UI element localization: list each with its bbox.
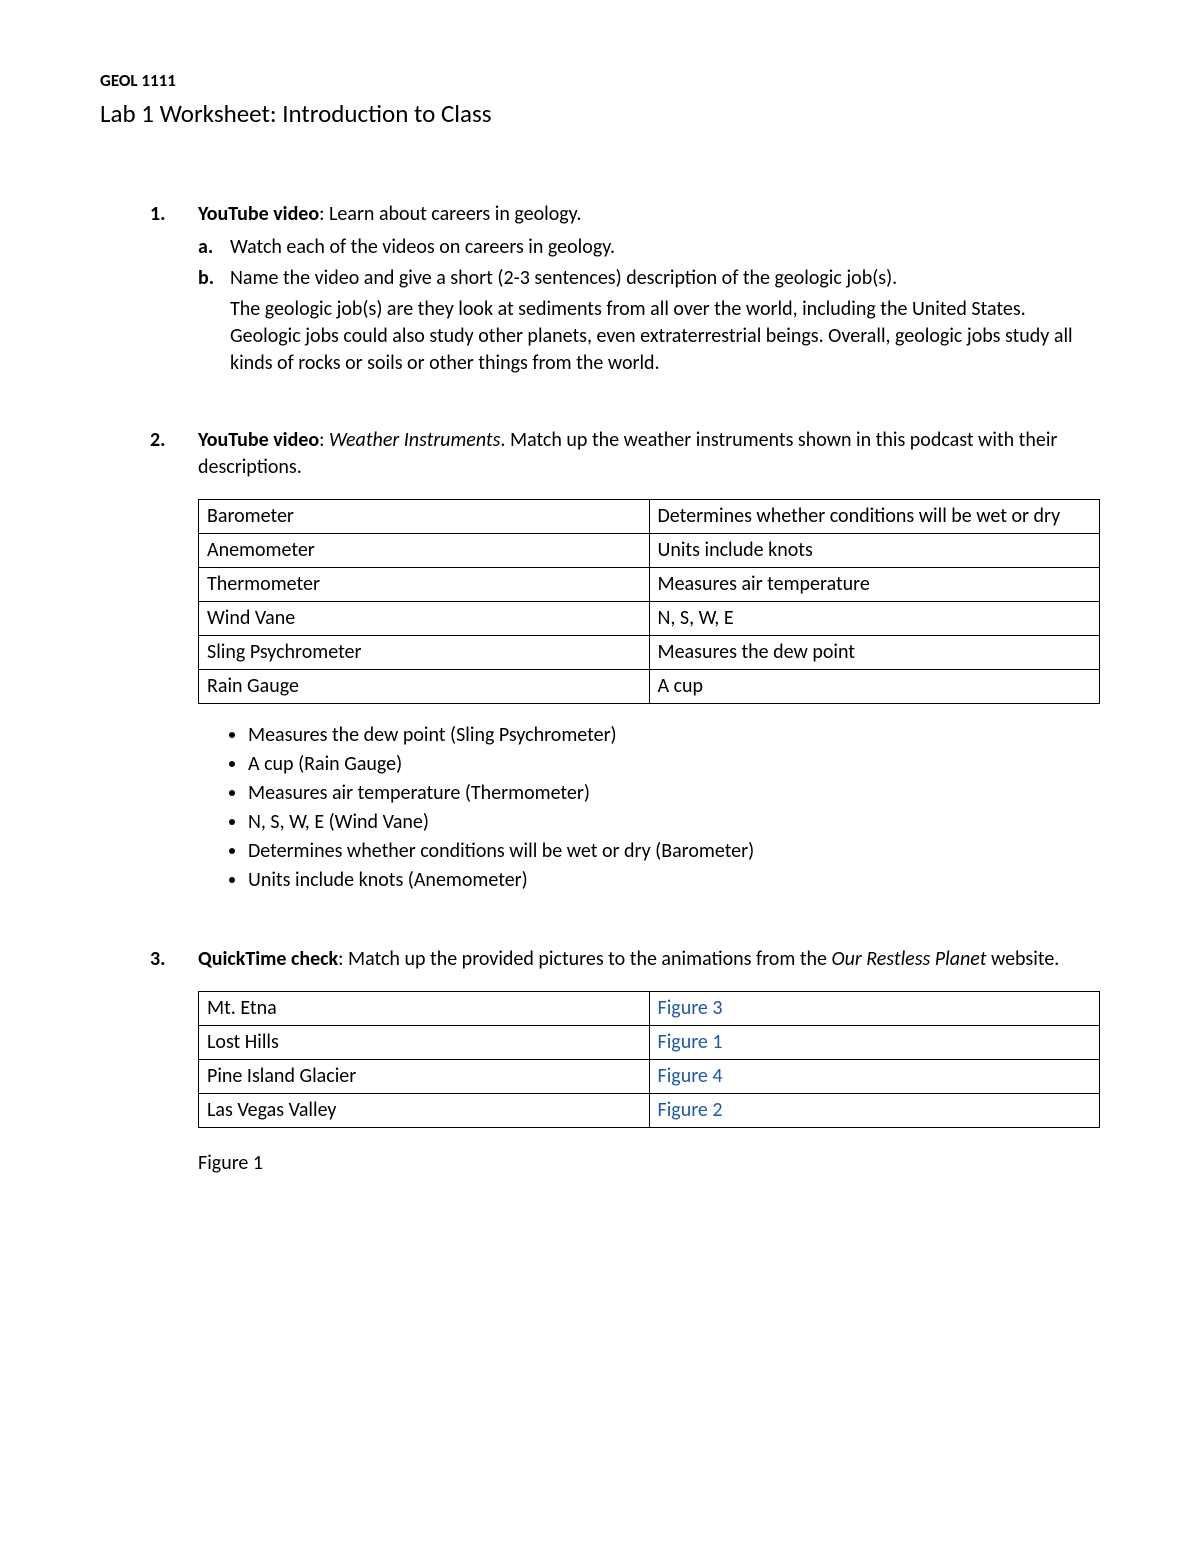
question-3-lead: QuickTime check: Match up the provided p… xyxy=(198,946,1100,973)
question-2-lead-colon: : xyxy=(319,428,329,452)
question-3-lead-bold: QuickTime check xyxy=(198,947,338,971)
question-1-sub-b: b. Name the video and give a short (2-3 … xyxy=(198,265,1100,292)
lab-title: Lab 1 Worksheet: Introduction to Class xyxy=(100,97,1100,131)
question-1: 1. YouTube video: Learn about careers in… xyxy=(150,201,1100,377)
table-cell-location: Las Vegas Valley xyxy=(199,1093,650,1127)
question-1-number: 1. xyxy=(150,201,198,377)
list-item: Measures air temperature (Thermometer) xyxy=(248,780,1100,807)
table-cell-description: Units include knots xyxy=(649,533,1100,567)
table-cell-instrument: Sling Psychrometer xyxy=(199,635,650,669)
question-3: 3. QuickTime check: Match up the provide… xyxy=(150,946,1100,1177)
question-1-sub-b-letter: b. xyxy=(198,265,230,292)
list-item: Determines whether conditions will be we… xyxy=(248,838,1100,865)
question-1-lead: YouTube video: Learn about careers in ge… xyxy=(198,201,1100,228)
quicktime-table: Mt. Etna Figure 3 Lost Hills Figure 1 Pi… xyxy=(198,991,1100,1128)
question-2: 2. YouTube video: Weather Instruments. M… xyxy=(150,427,1100,896)
table-cell-location: Mt. Etna xyxy=(199,991,650,1025)
course-code: GEOL 1111 xyxy=(100,70,1100,93)
table-cell-figure-link[interactable]: Figure 3 xyxy=(649,991,1100,1025)
table-cell-location: Pine Island Glacier xyxy=(199,1059,650,1093)
question-3-number: 3. xyxy=(150,946,198,1177)
table-cell-figure-link[interactable]: Figure 4 xyxy=(649,1059,1100,1093)
table-row: Anemometer Units include knots xyxy=(199,533,1100,567)
table-cell-figure-link[interactable]: Figure 1 xyxy=(649,1025,1100,1059)
list-item: Measures the dew point (Sling Psychromet… xyxy=(248,722,1100,749)
question-2-lead-italic: Weather Instruments xyxy=(329,428,500,452)
question-3-lead-mid: : Match up the provided pictures to the … xyxy=(338,947,831,971)
question-1-sub-b-text: Name the video and give a short (2-3 sen… xyxy=(230,265,1100,292)
table-cell-instrument: Anemometer xyxy=(199,533,650,567)
table-row: Barometer Determines whether conditions … xyxy=(199,499,1100,533)
figure-1-label: Figure 1 xyxy=(198,1150,1100,1177)
question-2-number: 2. xyxy=(150,427,198,896)
table-cell-instrument: Barometer xyxy=(199,499,650,533)
list-item: A cup (Rain Gauge) xyxy=(248,751,1100,778)
question-1-lead-rest: : Learn about careers in geology. xyxy=(319,202,581,226)
table-cell-description: N, S, W, E xyxy=(649,601,1100,635)
table-row: Rain Gauge A cup xyxy=(199,669,1100,703)
table-cell-instrument: Wind Vane xyxy=(199,601,650,635)
table-cell-instrument: Thermometer xyxy=(199,567,650,601)
list-item: N, S, W, E (Wind Vane) xyxy=(248,809,1100,836)
table-cell-figure-link[interactable]: Figure 2 xyxy=(649,1093,1100,1127)
question-3-lead-italic: Our Restless Planet xyxy=(832,947,987,971)
question-1-answer: The geologic job(s) are they look at sed… xyxy=(230,296,1100,377)
table-row: Thermometer Measures air temperature xyxy=(199,567,1100,601)
list-item: Units include knots (Anemometer) xyxy=(248,867,1100,894)
table-cell-description: Measures air temperature xyxy=(649,567,1100,601)
table-row: Pine Island Glacier Figure 4 xyxy=(199,1059,1100,1093)
table-row: Las Vegas Valley Figure 2 xyxy=(199,1093,1100,1127)
table-row: Mt. Etna Figure 3 xyxy=(199,991,1100,1025)
table-cell-location: Lost Hills xyxy=(199,1025,650,1059)
table-row: Lost Hills Figure 1 xyxy=(199,1025,1100,1059)
question-1-sub-a: a. Watch each of the videos on careers i… xyxy=(198,234,1100,261)
table-cell-description: Determines whether conditions will be we… xyxy=(649,499,1100,533)
question-2-lead: YouTube video: Weather Instruments. Matc… xyxy=(198,427,1100,481)
question-2-bullets: Measures the dew point (Sling Psychromet… xyxy=(198,722,1100,894)
question-3-lead-end: website. xyxy=(986,947,1059,971)
table-row: Wind Vane N, S, W, E xyxy=(199,601,1100,635)
question-1-lead-bold: YouTube video xyxy=(198,202,319,226)
question-2-lead-bold: YouTube video xyxy=(198,428,319,452)
table-cell-description: A cup xyxy=(649,669,1100,703)
table-cell-description: Measures the dew point xyxy=(649,635,1100,669)
weather-instruments-table: Barometer Determines whether conditions … xyxy=(198,499,1100,704)
question-1-sub-a-text: Watch each of the videos on careers in g… xyxy=(230,234,1100,261)
question-1-sub-a-letter: a. xyxy=(198,234,230,261)
table-cell-instrument: Rain Gauge xyxy=(199,669,650,703)
table-row: Sling Psychrometer Measures the dew poin… xyxy=(199,635,1100,669)
